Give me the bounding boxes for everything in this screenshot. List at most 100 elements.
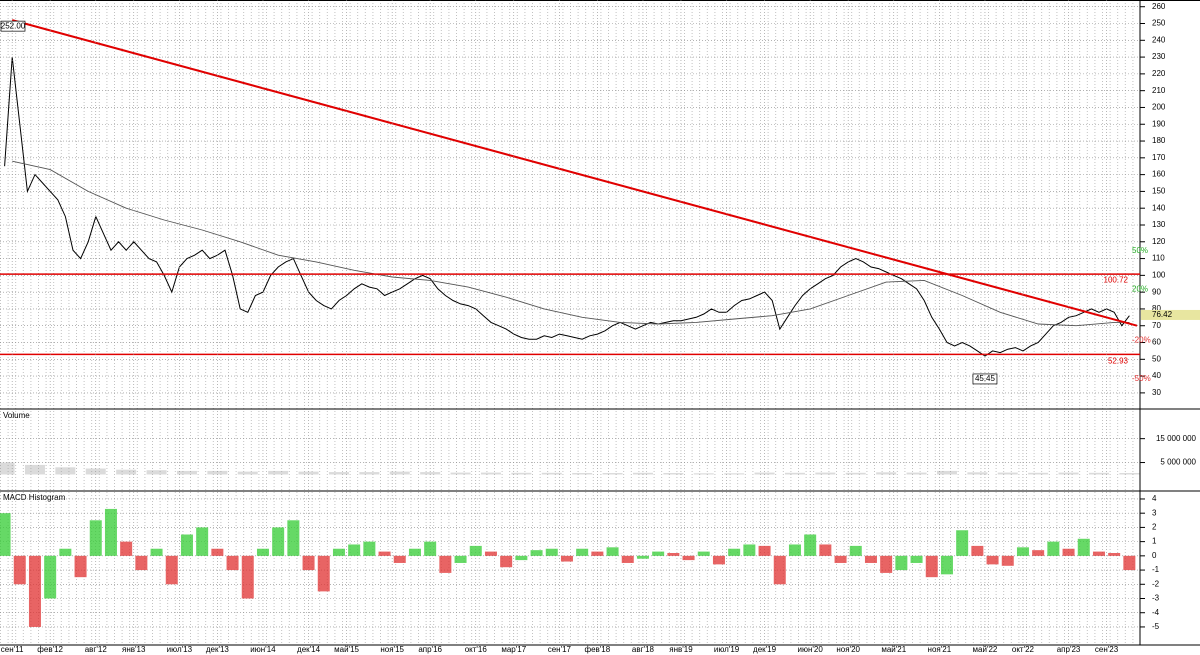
x-tick-label: авг'18 xyxy=(632,645,655,654)
x-tick-label: дек'13 xyxy=(206,645,230,654)
price-line xyxy=(12,160,1130,327)
macd-bar xyxy=(591,551,604,556)
macd-bar xyxy=(226,555,239,571)
y-tick-label: 230 xyxy=(1152,52,1166,61)
volume-bar xyxy=(480,472,501,475)
macd-bar xyxy=(74,555,87,578)
macd-bar xyxy=(378,551,391,556)
macd-bar xyxy=(424,541,437,556)
macd-bar xyxy=(44,555,57,599)
volume-bar xyxy=(24,464,45,475)
percent-level: -50% xyxy=(1132,374,1151,383)
macd-bar xyxy=(59,548,72,556)
y-tick-label: 40 xyxy=(1152,371,1161,380)
y-tick-label: 260 xyxy=(1152,2,1166,11)
macd-bar xyxy=(287,520,300,556)
volume-bar xyxy=(359,472,380,475)
y-tick-label: -2 xyxy=(1152,579,1160,588)
last-price-label: 76.42 xyxy=(1152,310,1173,319)
macd-bar xyxy=(500,555,513,568)
macd-bar xyxy=(788,544,801,556)
volume-bar xyxy=(663,473,684,475)
macd-bar xyxy=(743,544,756,556)
volume-bar xyxy=(0,462,15,475)
volume-bar xyxy=(541,472,562,475)
y-tick-label: 250 xyxy=(1152,19,1166,28)
macd-bar xyxy=(302,555,315,571)
macd-bar xyxy=(1047,541,1060,556)
level-label: 52.93 xyxy=(1108,356,1129,365)
y-tick-label: 190 xyxy=(1152,119,1166,128)
macd-bar xyxy=(849,545,862,556)
macd-bar xyxy=(1123,555,1136,571)
annotation-box xyxy=(0,20,26,32)
volume-bar xyxy=(1058,472,1079,475)
y-tick-label: -1 xyxy=(1152,565,1160,574)
macd-bar xyxy=(530,550,543,556)
y-tick-label: 110 xyxy=(1152,254,1165,263)
macd-bar xyxy=(196,527,209,556)
x-tick-label: апр'16 xyxy=(418,645,442,654)
volume-bar xyxy=(237,471,258,475)
x-tick-label: июл'19 xyxy=(714,645,740,654)
volume-bar xyxy=(724,473,745,475)
macd-bar xyxy=(621,555,634,563)
y-tick-label: 130 xyxy=(1152,220,1166,229)
y-tick-label: -3 xyxy=(1152,594,1160,603)
macd-bar xyxy=(758,545,771,556)
x-tick-label: янв'13 xyxy=(122,645,146,654)
last-price-box xyxy=(1141,309,1200,320)
y-tick-label: 60 xyxy=(1152,338,1161,347)
volume-bar xyxy=(450,472,471,475)
volume-bar xyxy=(207,470,228,475)
y-tick-label: 210 xyxy=(1152,86,1166,95)
x-tick-label: сен'17 xyxy=(548,645,572,654)
macd-bar xyxy=(393,555,406,563)
macd-bar xyxy=(469,545,482,556)
grid-pattern xyxy=(0,0,1140,645)
percent-level: 20% xyxy=(1132,284,1148,293)
macd-bar xyxy=(1062,548,1075,556)
y-tick-label: 150 xyxy=(1152,187,1166,196)
x-tick-label: июл'13 xyxy=(167,645,193,654)
macd-bar xyxy=(636,555,649,559)
annotation-label: 252.00 xyxy=(1,21,26,30)
macd-bar xyxy=(454,555,467,563)
volume-bar xyxy=(1028,472,1049,475)
volume-bar xyxy=(602,473,623,475)
x-tick-label: сен'23 xyxy=(1095,645,1119,654)
panel-title: MACD Histogram xyxy=(3,493,66,502)
macd-bar xyxy=(925,555,938,578)
macd-bar xyxy=(864,555,877,563)
macd-bar xyxy=(120,541,133,556)
y-tick-label: 180 xyxy=(1152,136,1166,145)
x-tick-label: дек'14 xyxy=(297,645,321,654)
volume-bar xyxy=(754,472,775,475)
y-tick-label: -5 xyxy=(1152,622,1160,631)
x-tick-label: июн'14 xyxy=(250,645,276,654)
x-tick-label: ноя'20 xyxy=(836,645,860,654)
volume-bar xyxy=(784,472,805,475)
percent-level: 50% xyxy=(1132,246,1148,255)
macd-bar xyxy=(1108,553,1121,556)
y-tick-label: 3 xyxy=(1152,508,1157,517)
x-tick-label: июн'20 xyxy=(798,645,824,654)
volume-bar xyxy=(420,472,441,475)
x-tick-label: дек'19 xyxy=(753,645,777,654)
x-tick-label: сен'11 xyxy=(1,645,24,654)
x-tick-label: окт'22 xyxy=(1012,645,1035,654)
y-tick-label: 170 xyxy=(1152,153,1166,162)
macd-bar xyxy=(576,548,589,556)
volume-bar xyxy=(876,472,897,475)
volume-bar xyxy=(1088,472,1109,475)
volume-bar xyxy=(693,473,714,475)
macd-bar xyxy=(560,555,573,562)
percent-level: -20% xyxy=(1132,336,1151,345)
x-tick-label: янв'19 xyxy=(669,645,693,654)
volume-bar xyxy=(815,472,836,475)
macd-bar xyxy=(13,555,26,585)
volume-bar xyxy=(845,472,866,475)
macd-bar xyxy=(667,553,680,556)
macd-bar xyxy=(515,555,528,561)
